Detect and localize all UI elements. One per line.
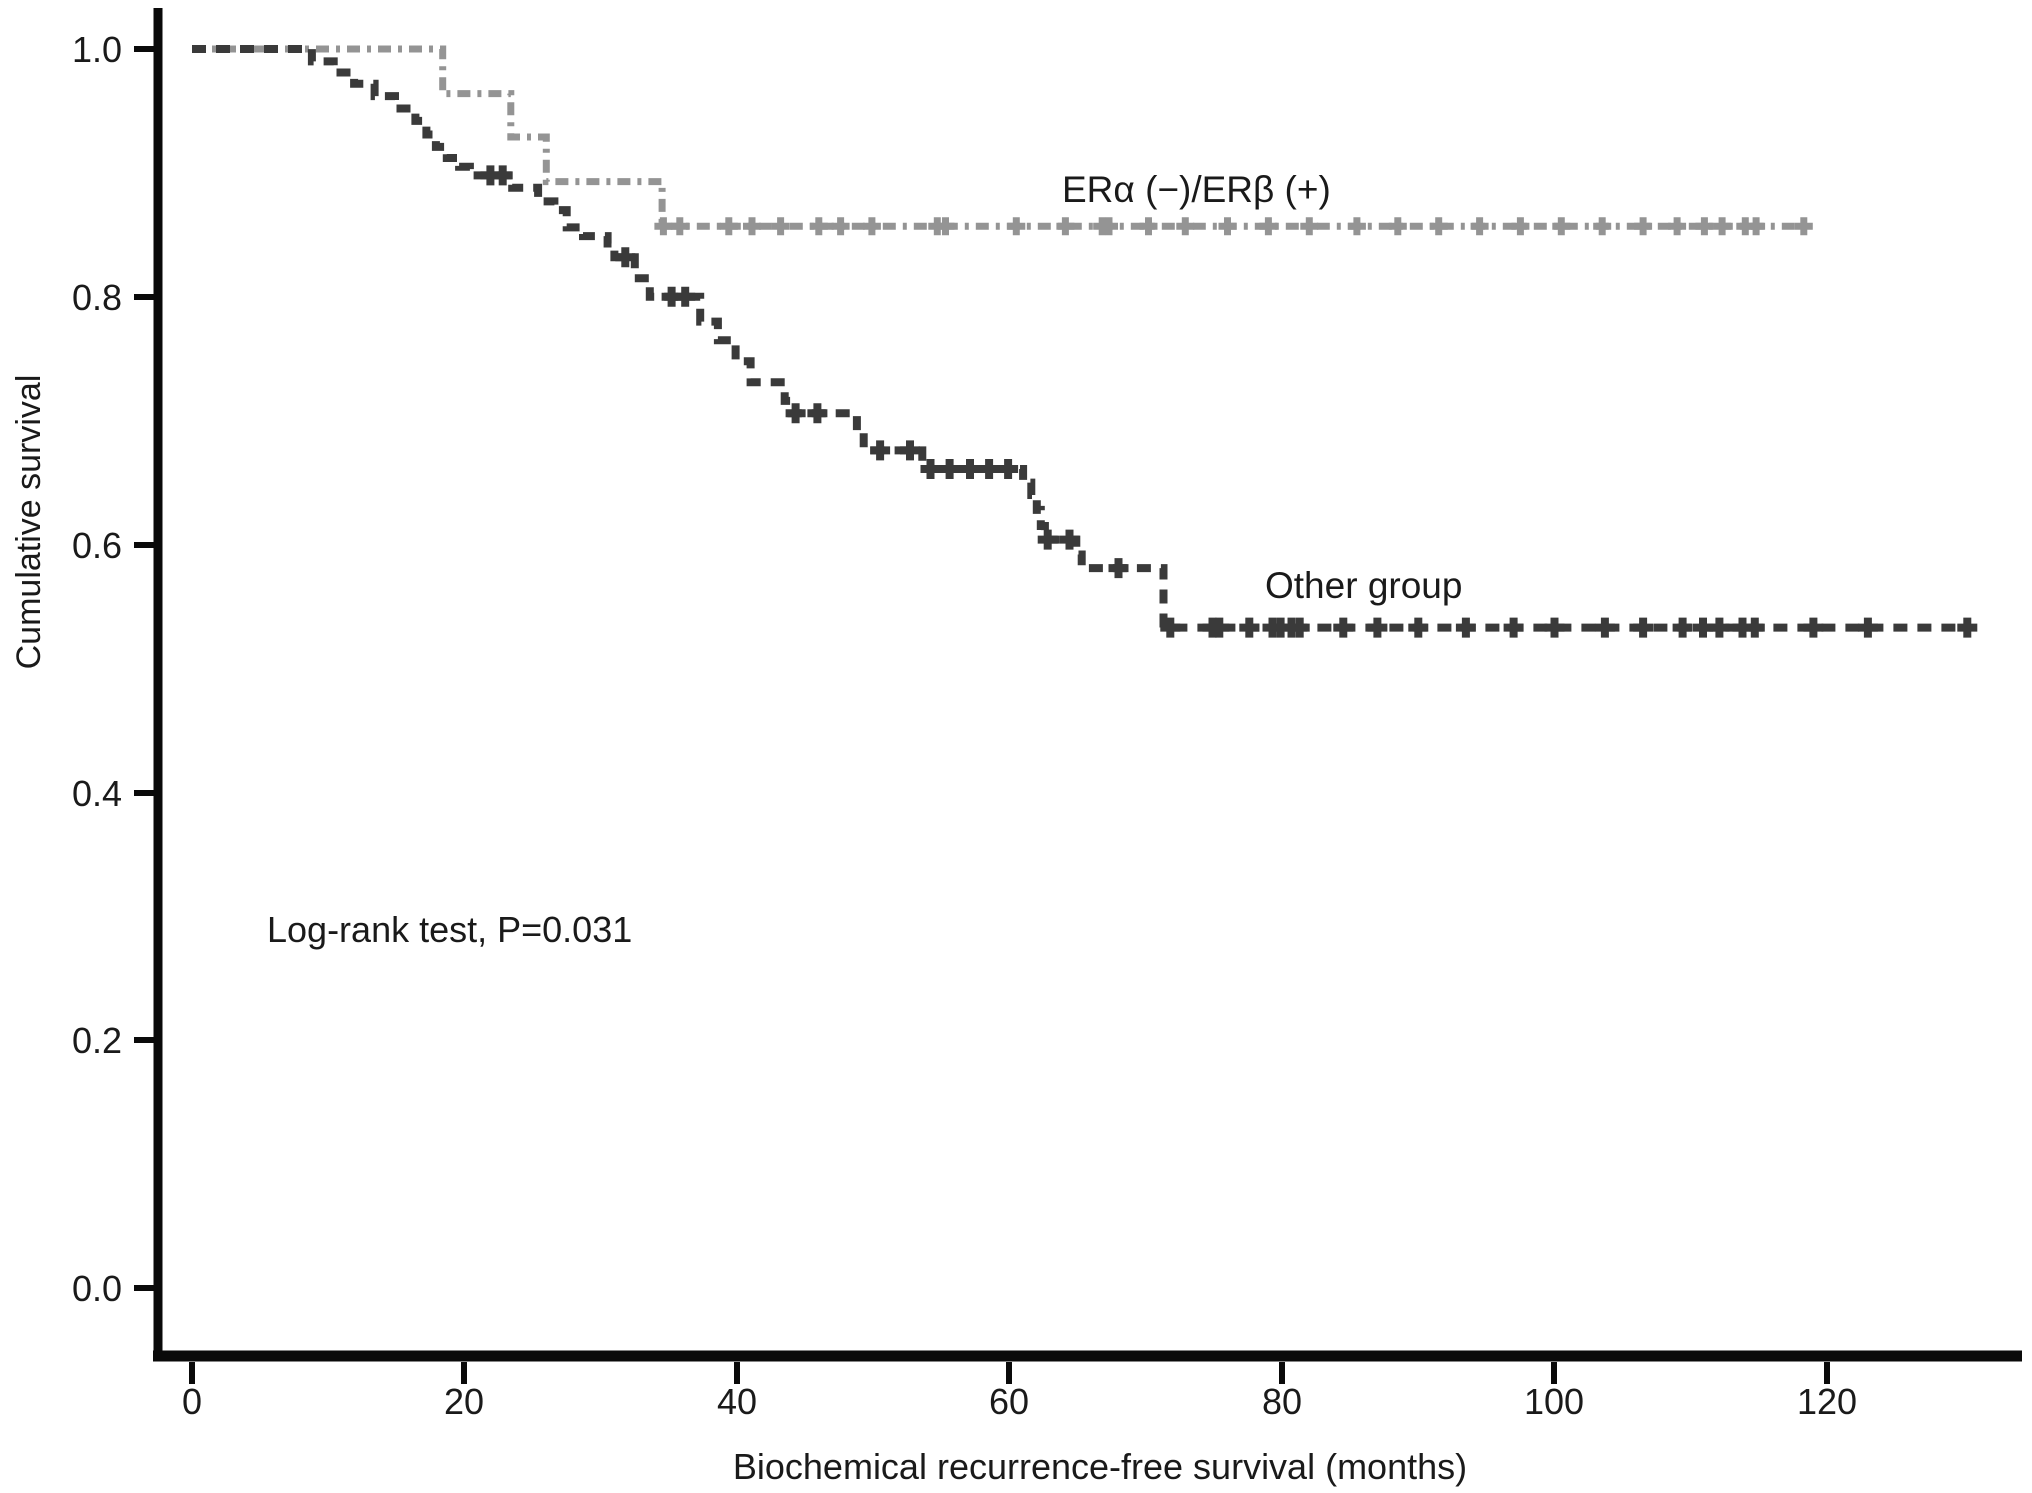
censor-mark	[1794, 217, 1813, 236]
x-tick-labels: 0 20 40 60 80 100 120	[182, 1381, 1857, 1422]
y-tick-label: 0.6	[72, 525, 122, 566]
y-tick-label: 0.2	[72, 1020, 122, 1061]
censor-mark	[1037, 529, 1058, 550]
censor-mark	[1408, 617, 1429, 638]
censor-mark	[998, 459, 1019, 479]
curve-label-er-beta-positive: ERα (−)/ERβ (+)	[1062, 169, 1331, 210]
censor-mark	[807, 403, 828, 424]
y-axis-title: Cumulative survival	[10, 375, 48, 670]
censor-mark	[1695, 217, 1714, 236]
censor-mark	[1744, 617, 1765, 638]
censor-mark	[1007, 217, 1026, 236]
survival-curve-other-group	[192, 45, 1969, 632]
censor-mark	[785, 403, 806, 424]
censor-mark	[675, 286, 696, 307]
y-tick-label: 0.4	[72, 773, 122, 814]
censor-mark	[1259, 217, 1278, 236]
y-tick-label: 0.8	[72, 277, 122, 318]
censor-mark	[615, 247, 636, 268]
censor-mark	[1511, 217, 1530, 236]
censor-mark	[1347, 217, 1366, 236]
censor-mark	[1367, 617, 1388, 638]
x-tick-label: 20	[444, 1381, 484, 1422]
censor-mark	[1239, 617, 1260, 638]
censor-mark	[936, 217, 955, 236]
censor-mark	[1333, 617, 1354, 638]
censor-mark	[920, 459, 941, 479]
censor-mark	[1594, 617, 1615, 638]
censor-mark	[1388, 217, 1407, 236]
censor-mark	[1552, 217, 1571, 236]
censor-mark	[1747, 217, 1766, 236]
censor-mark	[1957, 617, 1978, 638]
censor-mark	[1709, 617, 1730, 638]
censor-mark	[1108, 558, 1129, 579]
censor-mark	[809, 217, 828, 236]
x-tick-label: 120	[1797, 1381, 1857, 1422]
x-tick-label: 40	[717, 1381, 757, 1422]
censor-mark	[492, 165, 513, 186]
censor-mark	[1857, 617, 1878, 638]
censor-mark	[1593, 217, 1612, 236]
censor-mark	[743, 217, 761, 236]
censor-mark	[870, 440, 891, 461]
x-tick-label: 60	[989, 1381, 1029, 1422]
censor-mark	[1455, 617, 1476, 638]
y-tick-marks	[134, 46, 155, 1291]
censor-mark	[1300, 217, 1319, 236]
survival-curves	[192, 45, 1978, 638]
censor-mark	[862, 217, 881, 236]
censor-mark	[900, 440, 920, 461]
censor-mark	[831, 217, 850, 236]
censor-mark	[1668, 217, 1687, 236]
censor-mark	[1470, 217, 1489, 236]
censor-mark	[1289, 617, 1310, 638]
censor-mark	[979, 459, 1000, 479]
censor-mark	[1176, 217, 1195, 236]
censor-mark	[1429, 217, 1448, 236]
y-tick-labels: 1.0 0.8 0.6 0.4 0.2 0.0	[72, 29, 122, 1309]
censor-mark	[1218, 217, 1237, 236]
axes	[134, 8, 2022, 1384]
censor-mark	[1100, 217, 1118, 236]
y-tick-label: 0.0	[72, 1268, 122, 1309]
censor-mark	[1503, 617, 1524, 638]
x-tick-label: 0	[182, 1381, 202, 1422]
x-tick-label: 100	[1524, 1381, 1584, 1422]
censor-mark	[1544, 617, 1565, 638]
censor-mark	[771, 217, 790, 236]
censor-mark	[1633, 617, 1654, 638]
x-axis-title: Biochemical recurrence-free survival (mo…	[733, 1446, 1467, 1487]
x-tick-label: 80	[1262, 1381, 1302, 1422]
censor-mark	[654, 217, 673, 236]
censor-mark	[1160, 617, 1181, 638]
curve-label-other-group: Other group	[1265, 565, 1462, 606]
censor-mark	[1059, 529, 1080, 550]
log-rank-annotation: Log-rank test, P=0.031	[267, 909, 632, 950]
censor-mark	[1139, 217, 1158, 236]
censor-mark	[1713, 217, 1732, 236]
censor-mark	[939, 459, 960, 479]
censor-mark	[670, 217, 689, 236]
censor-mark	[1803, 617, 1824, 638]
censor-mark	[1672, 617, 1693, 638]
censor-mark	[1209, 617, 1230, 638]
y-tick-label: 1.0	[72, 29, 122, 70]
censor-mark	[1634, 217, 1653, 236]
censor-mark	[960, 459, 980, 479]
censor-mark	[1056, 217, 1075, 236]
censor-mark	[719, 217, 738, 236]
survival-curve-ER-alpha-negative-ER-beta-positive	[192, 45, 1807, 230]
x-tick-marks	[189, 1362, 1830, 1384]
